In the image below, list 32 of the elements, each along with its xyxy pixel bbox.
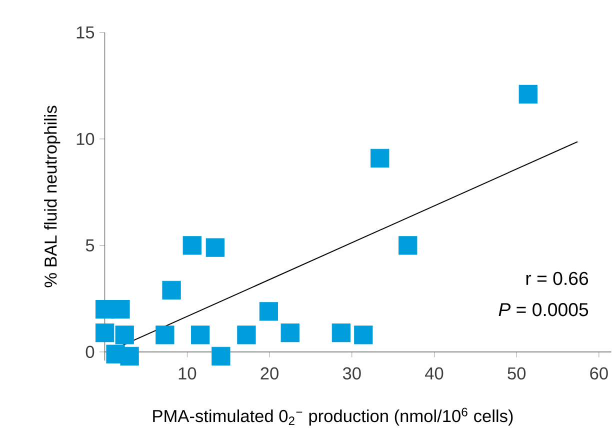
point bbox=[518, 84, 538, 104]
y-tick-label: 10 bbox=[76, 132, 94, 146]
point bbox=[162, 280, 181, 300]
point bbox=[212, 346, 230, 366]
point bbox=[259, 302, 278, 321]
point bbox=[111, 300, 130, 319]
point bbox=[332, 323, 350, 342]
point bbox=[182, 236, 202, 255]
y-tick-label: 0 bbox=[86, 346, 94, 358]
x-tick-label: 50 bbox=[508, 367, 526, 380]
point bbox=[206, 238, 224, 257]
y-tick-label: 15 bbox=[76, 26, 94, 38]
x-tick-label: 30 bbox=[342, 367, 361, 380]
x-tick-label: 40 bbox=[425, 367, 444, 380]
point bbox=[237, 326, 256, 344]
x-tick-label: 10 bbox=[178, 367, 196, 380]
point bbox=[115, 326, 134, 344]
point bbox=[354, 326, 373, 344]
x-tick-label: 20 bbox=[260, 367, 278, 380]
x-tick-label: 60 bbox=[590, 367, 608, 380]
y-axis-title: % BAL fluid neutrophilis bbox=[44, 106, 60, 288]
point bbox=[191, 326, 210, 344]
point bbox=[156, 326, 174, 344]
point bbox=[398, 236, 418, 255]
x-axis-title: PMA-stimulated 0$_{2}$$^{−}$ production (nmol/10$^{6}$ cells) bbox=[153, 408, 513, 426]
point bbox=[96, 323, 114, 342]
point bbox=[370, 148, 390, 168]
y-tick-label: 5 bbox=[86, 239, 94, 252]
annotation: P = 0.0005 bbox=[498, 302, 588, 316]
annotation: r = 0.66 bbox=[526, 272, 588, 286]
point bbox=[120, 346, 139, 366]
point bbox=[280, 323, 300, 342]
